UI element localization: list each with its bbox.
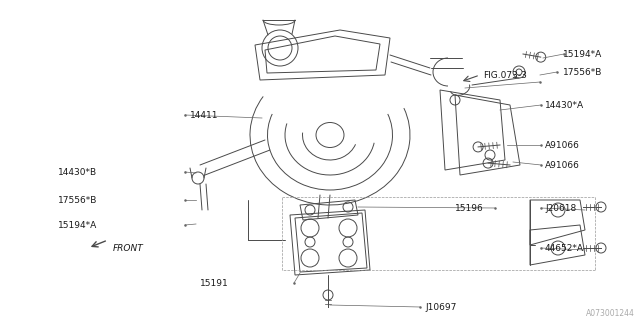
- Text: A91066: A91066: [545, 140, 580, 149]
- Text: 17556*B: 17556*B: [58, 196, 97, 204]
- Text: 15191: 15191: [200, 278, 228, 287]
- Text: J10697: J10697: [425, 302, 456, 311]
- Text: J20618: J20618: [545, 204, 576, 212]
- Text: A91066: A91066: [545, 161, 580, 170]
- Text: FRONT: FRONT: [113, 244, 144, 252]
- Text: 15194*A: 15194*A: [58, 220, 97, 229]
- Text: FIG.073-3: FIG.073-3: [483, 70, 527, 79]
- Text: A073001244: A073001244: [586, 309, 635, 318]
- Text: 44652*A: 44652*A: [545, 244, 584, 252]
- Text: 14430*B: 14430*B: [58, 167, 97, 177]
- Text: 15194*A: 15194*A: [563, 50, 602, 59]
- Text: 15196: 15196: [455, 204, 484, 212]
- Text: 17556*B: 17556*B: [563, 68, 602, 76]
- Text: 14430*A: 14430*A: [545, 100, 584, 109]
- Text: 14411: 14411: [190, 110, 218, 119]
